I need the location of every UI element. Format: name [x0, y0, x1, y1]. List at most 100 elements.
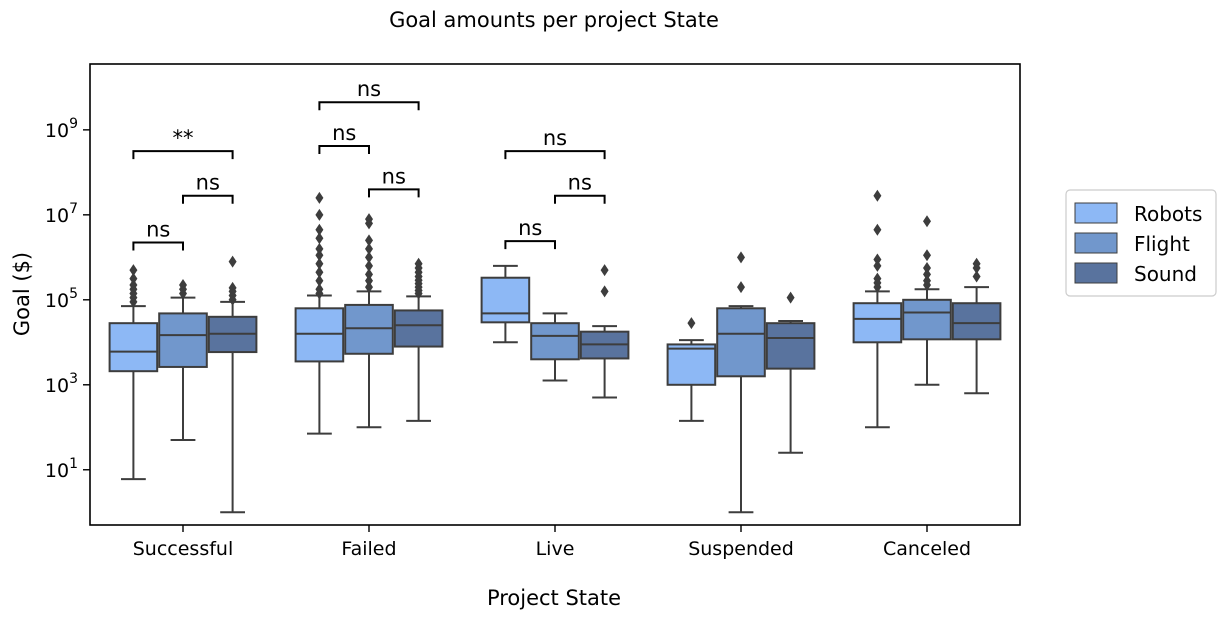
- outlier-point: [129, 272, 138, 285]
- significance-label: ns: [518, 216, 542, 240]
- legend-swatch-sound: [1074, 262, 1118, 284]
- significance-label: ns: [146, 217, 170, 241]
- outlier-point: [365, 274, 373, 287]
- y-tick-exponent: 3: [69, 371, 78, 387]
- outlier-point: [873, 189, 882, 202]
- significance-label: ns: [357, 77, 381, 101]
- x-tick-label: Canceled: [883, 538, 971, 560]
- box-series: [108, 189, 1002, 514]
- outlier-point: [923, 274, 931, 287]
- significance-label: ns: [332, 121, 356, 145]
- x-tick-label: Live: [536, 538, 575, 560]
- legend-swatch-robots: [1074, 202, 1118, 224]
- y-tick-label: 101: [45, 456, 78, 482]
- significance-bracket: [318, 101, 420, 111]
- outlier-point: [365, 281, 373, 294]
- y-tick-exponent: 1: [69, 456, 78, 472]
- significance-bracket: [554, 194, 606, 204]
- box-sound: [393, 309, 444, 348]
- significance-label: **: [173, 126, 194, 150]
- y-tick-label: 103: [45, 371, 78, 397]
- outlier-point: [315, 249, 324, 262]
- outlier-point: [786, 291, 795, 304]
- legend-label: Robots: [1134, 202, 1202, 226]
- box-flight: [344, 303, 394, 355]
- significance-bracket: [182, 194, 234, 204]
- significance-bracket: [504, 150, 606, 160]
- box-flight: [158, 312, 208, 368]
- outlier-point: [365, 234, 373, 247]
- box-robots: [666, 343, 717, 386]
- outlier-point: [228, 255, 237, 268]
- outlier-point: [365, 251, 373, 264]
- box-robots: [294, 307, 345, 363]
- outlier-point: [600, 285, 609, 298]
- outlier-point: [923, 215, 931, 228]
- legend-label: Sound: [1134, 262, 1197, 286]
- x-axis-ticks: Successful Failed Live Suspended Canceled: [133, 525, 971, 560]
- significance-label: ns: [568, 171, 592, 195]
- box-sound: [765, 322, 816, 370]
- outlier-point: [737, 281, 745, 294]
- y-tick-label: 107: [45, 201, 78, 227]
- outlier-point: [315, 208, 324, 221]
- box-flight: [530, 322, 580, 361]
- significance-bracket: [318, 145, 370, 155]
- outlier-point: [315, 257, 324, 270]
- outlier-point: [315, 274, 324, 287]
- outlier-point: [315, 191, 324, 204]
- y-tick-exponent: 5: [69, 286, 78, 302]
- outlier-point: [600, 264, 609, 277]
- outlier-point: [923, 249, 931, 262]
- significance-bracket: [504, 240, 556, 250]
- y-tick-exponent: 7: [69, 201, 78, 217]
- significance-label: ns: [543, 126, 567, 150]
- outlier-point: [228, 281, 237, 294]
- chart-title: Goal amounts per project State: [389, 8, 719, 32]
- significance-label: ns: [196, 171, 220, 195]
- outlier-point: [737, 251, 745, 264]
- outlier-point: [365, 213, 373, 226]
- x-tick-label: Successful: [133, 538, 234, 560]
- significance-bracket: [368, 188, 420, 198]
- outlier-point: [972, 270, 981, 283]
- outlier-point: [873, 259, 882, 272]
- outlier-point: [365, 259, 373, 272]
- outlier-point: [315, 283, 324, 296]
- y-tick-label: 105: [45, 286, 78, 312]
- y-tick-exponent: 9: [69, 116, 78, 132]
- x-tick-label: Failed: [341, 538, 396, 560]
- y-tick-base: 10: [45, 290, 69, 312]
- outlier-point: [129, 264, 138, 277]
- x-tick-label: Suspended: [688, 538, 794, 560]
- plot-frame: [89, 63, 1021, 526]
- box-robots: [852, 302, 903, 344]
- outlier-point: [365, 242, 373, 255]
- x-axis-label: Project State: [487, 586, 621, 610]
- legend: Robots Flight Sound: [1065, 189, 1217, 297]
- significance-bracket: [132, 150, 234, 160]
- y-tick-base: 10: [45, 375, 69, 397]
- outlier-point: [923, 268, 931, 281]
- box-flight: [902, 298, 952, 341]
- outlier-point: [972, 257, 981, 270]
- legend-swatch-flight: [1074, 232, 1118, 254]
- outlier-point: [873, 272, 882, 285]
- legend-label: Flight: [1134, 232, 1190, 256]
- outlier-point: [414, 257, 423, 270]
- outlier-point: [365, 268, 373, 281]
- box-robots: [108, 322, 159, 373]
- outlier-point: [315, 223, 324, 236]
- significance-bracket: [132, 241, 184, 251]
- box-flight: [716, 307, 766, 378]
- y-tick-label: 109: [45, 116, 78, 142]
- box-robots: [480, 276, 531, 324]
- outlier-point: [315, 242, 324, 255]
- y-axis-label: Goal ($): [10, 252, 34, 336]
- significance-label: ns: [382, 164, 406, 188]
- y-tick-base: 10: [45, 460, 69, 482]
- outlier-point: [315, 232, 324, 245]
